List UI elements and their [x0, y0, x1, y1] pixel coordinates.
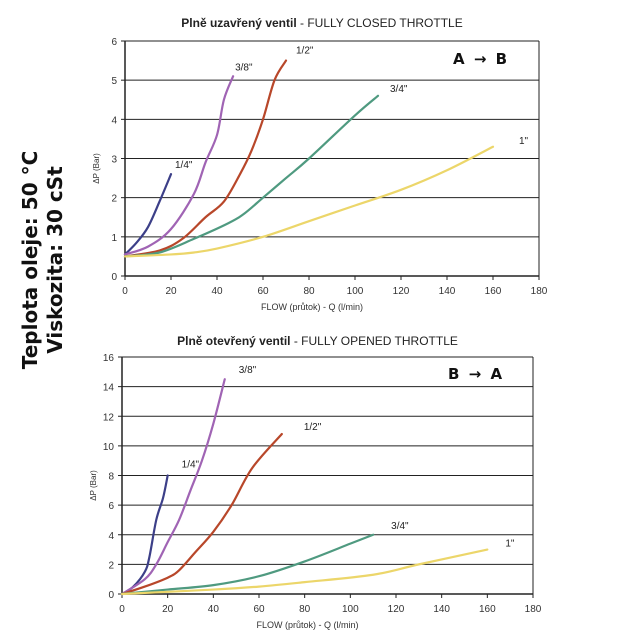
series-label: 1" — [505, 539, 515, 550]
series-line-12 — [123, 59, 288, 258]
series-line-1 — [123, 145, 495, 258]
x-tick-label: 160 — [485, 286, 502, 297]
y-tick-label: 5 — [111, 76, 117, 87]
x-tick-label: 60 — [257, 286, 269, 297]
x-tick-label: 0 — [119, 604, 125, 615]
y-tick-label: 12 — [103, 412, 115, 423]
x-tick-label: 140 — [439, 286, 456, 297]
x-tick-label: 180 — [525, 604, 542, 615]
y-tick-label: 4 — [108, 531, 114, 542]
series-line-12 — [120, 432, 283, 596]
flow-direction-label: B → A — [448, 365, 502, 383]
x-tick-label: 140 — [433, 604, 450, 615]
series-label: 3/4" — [391, 521, 409, 532]
y-tick-label: 14 — [103, 383, 115, 394]
chart-title-bold: Plně otevřený ventil — [177, 334, 290, 348]
series-label: 3/8" — [235, 62, 253, 73]
y-tick-label: 16 — [103, 353, 115, 364]
series-label: 1" — [519, 136, 529, 147]
y-tick-label: 10 — [103, 442, 115, 453]
chart-2: Plně otevřený ventil - FULLY OPENED THRO… — [89, 334, 542, 630]
x-tick-label: 180 — [531, 286, 548, 297]
y-tick-label: 6 — [108, 501, 114, 512]
chart-title: Plně otevřený ventil - FULLY OPENED THRO… — [177, 334, 458, 348]
x-tick-label: 40 — [211, 286, 223, 297]
x-axis-label: FLOW (průtok) - Q (l/min) — [256, 620, 358, 630]
x-tick-label: 80 — [303, 286, 315, 297]
x-tick-label: 120 — [393, 286, 410, 297]
x-tick-label: 60 — [253, 604, 265, 615]
x-tick-label: 20 — [162, 604, 174, 615]
y-axis-label: ΔP (Bar) — [92, 153, 101, 184]
y-tick-label: 2 — [108, 560, 114, 571]
x-tick-label: 100 — [342, 604, 359, 615]
chart-title: Plně uzavřený ventil - FULLY CLOSED THRO… — [181, 16, 462, 30]
series-label: 3/8" — [239, 365, 257, 376]
x-tick-label: 20 — [165, 286, 177, 297]
series-line-38 — [123, 75, 235, 256]
y-tick-label: 1 — [111, 233, 117, 244]
x-tick-label: 100 — [347, 286, 364, 297]
series-label: 1/2" — [296, 46, 314, 57]
y-tick-label: 8 — [108, 472, 114, 483]
series-label: 1/4" — [175, 160, 193, 171]
x-tick-label: 160 — [479, 604, 496, 615]
y-tick-label: 2 — [111, 194, 117, 205]
y-tick-label: 0 — [108, 590, 114, 601]
x-tick-label: 120 — [388, 604, 405, 615]
chart-title-rest: - FULLY CLOSED THROTTLE — [297, 16, 463, 30]
chart-title-bold: Plně uzavřený ventil — [181, 16, 296, 30]
y-axis-label: ΔP (Bar) — [89, 470, 98, 501]
chart-1: Plně uzavřený ventil - FULLY CLOSED THRO… — [92, 16, 548, 312]
chart-title-rest: - FULLY OPENED THROTTLE — [291, 334, 458, 348]
series-line-1 — [120, 548, 489, 596]
y-tick-label: 0 — [111, 272, 117, 283]
y-tick-label: 3 — [111, 155, 117, 166]
x-axis-label: FLOW (průtok) - Q (l/min) — [261, 302, 363, 312]
series-line-34 — [120, 533, 375, 596]
series-label: 3/4" — [390, 84, 408, 95]
y-tick-label: 6 — [111, 37, 117, 48]
x-tick-label: 80 — [299, 604, 311, 615]
x-tick-label: 0 — [122, 286, 128, 297]
y-tick-label: 4 — [111, 115, 117, 126]
flow-direction-label: A → B — [453, 50, 507, 68]
series-line-38 — [120, 378, 226, 596]
series-label: 1/2" — [304, 422, 322, 433]
series-line-34 — [123, 94, 380, 258]
series-label: 1/4" — [182, 460, 200, 471]
series-line-14 — [123, 173, 173, 256]
x-tick-label: 40 — [208, 604, 220, 615]
